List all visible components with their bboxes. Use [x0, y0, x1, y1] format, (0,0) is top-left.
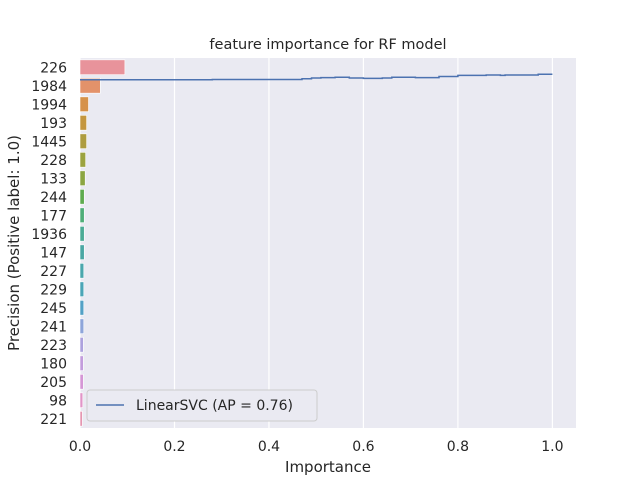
- x-tick-label: 0.8: [447, 439, 469, 455]
- y-tick-label-226: 226: [40, 60, 67, 76]
- y-tick-label-245: 245: [40, 301, 67, 317]
- plot-area: [80, 58, 576, 428]
- y-tick-labels: 226 1984 1994 193 1445 228 133 244 177 1936 147 227…: [31, 60, 67, 428]
- y-tick-label-1984: 1984: [31, 79, 67, 95]
- y-tick-label-147: 147: [40, 245, 67, 261]
- x-tick-labels: 0.0 0.2 0.4 0.6 0.8 1.0: [69, 439, 564, 455]
- y-tick-label-1994: 1994: [31, 97, 67, 113]
- y-tick-label-1445: 1445: [31, 134, 67, 150]
- precision-recall-line: [80, 73, 553, 81]
- y-tick-label-1936: 1936: [31, 227, 67, 243]
- x-tick-label: 0.4: [258, 439, 280, 455]
- bar-193: [79, 115, 87, 131]
- y-tick-label-133: 133: [40, 171, 67, 187]
- bar-241: [79, 318, 85, 334]
- legend: LinearSVC (AP = 0.76): [86, 389, 318, 422]
- x-tick-label: 1.0: [541, 439, 563, 455]
- y-tick-label-227: 227: [40, 264, 67, 280]
- x-tick-label: 0.6: [352, 439, 374, 455]
- x-axis-title: Importance: [285, 458, 371, 476]
- y-tick-label-229: 229: [40, 282, 67, 298]
- bar-1984: [79, 78, 101, 94]
- bar-223: [79, 337, 84, 353]
- y-axis-title: Precision (Positive label: 1.0): [5, 135, 23, 351]
- bar-229: [79, 281, 85, 297]
- y-tick-label-244: 244: [40, 190, 67, 206]
- bar-133: [79, 170, 86, 186]
- y-tick-label-180: 180: [40, 356, 67, 372]
- bar-226: [79, 59, 126, 75]
- bar-227: [79, 263, 85, 279]
- legend-label: LinearSVC (AP = 0.76): [136, 398, 293, 414]
- y-tick-label-193: 193: [40, 116, 67, 132]
- bar-147: [79, 244, 85, 260]
- y-tick-label-205: 205: [40, 375, 67, 391]
- chart-title: feature importance for RF model: [209, 37, 446, 53]
- x-tick-label: 0.2: [163, 439, 185, 455]
- legend-box: [86, 389, 318, 422]
- bar-1445: [79, 133, 87, 149]
- bar-245: [79, 300, 85, 316]
- bars: [79, 59, 126, 427]
- bar-98: [79, 392, 84, 408]
- y-tick-label-98: 98: [49, 393, 67, 409]
- y-tick-label-241: 241: [40, 319, 67, 335]
- bar-221: [79, 411, 83, 427]
- bar-228: [79, 152, 86, 168]
- y-tick-label-221: 221: [40, 412, 67, 428]
- bar-1936: [79, 226, 85, 242]
- bar-244: [79, 189, 85, 205]
- bar-177: [79, 207, 85, 223]
- bar-205: [79, 374, 84, 390]
- x-tick-label: 0.0: [69, 439, 91, 455]
- y-tick-label-177: 177: [40, 208, 67, 224]
- y-tick-label-228: 228: [40, 153, 67, 169]
- bar-180: [79, 355, 84, 371]
- bar-1994: [79, 96, 89, 112]
- y-tick-label-223: 223: [40, 338, 67, 354]
